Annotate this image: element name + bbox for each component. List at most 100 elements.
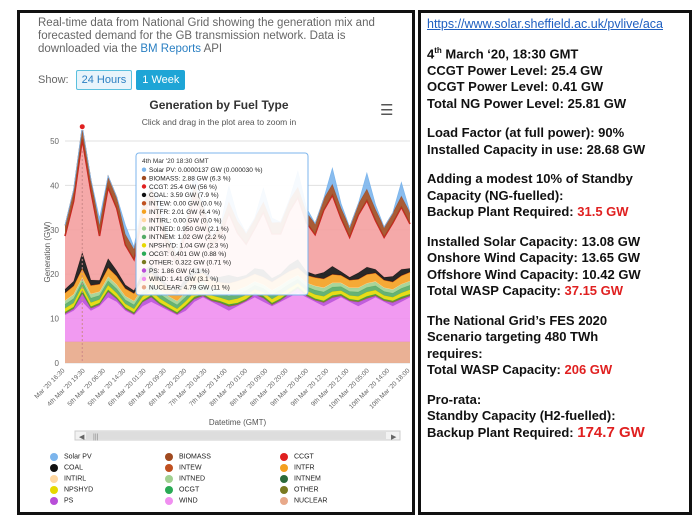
- legend-item-other[interactable]: OTHER: [280, 486, 319, 494]
- tooltip-row: INTFR: 2.01 GW (4.4 %): [149, 209, 220, 216]
- legend-swatch: [165, 486, 173, 494]
- onshore-wind-capacity: Onshore Wind Capacity: 13.65 GW: [427, 250, 640, 266]
- legend-item-biomass[interactable]: BIOMASS: [165, 453, 211, 461]
- legend-swatch: [50, 453, 58, 461]
- legend-item-nuclear[interactable]: NUCLEAR: [280, 497, 327, 505]
- tooltip-swatch: [141, 243, 147, 248]
- 24-hours-button[interactable]: 24 Hours: [75, 70, 133, 90]
- tooltip-row: INTNED: 0.950 GW (2.1 %): [149, 226, 229, 233]
- tooltip-swatch: [141, 184, 147, 189]
- standby-line-1: Adding a modest 10% of Standby: [427, 171, 633, 187]
- backup-value: 31.5 GW: [577, 204, 629, 220]
- y-axis-label: Generation (GW): [43, 221, 52, 282]
- fes-wasp-label: Total WASP Capacity:: [427, 362, 565, 378]
- legend-item-intnem[interactable]: INTNEM: [280, 475, 321, 483]
- chart-title: Generation by Fuel Type: [149, 98, 289, 112]
- legend-swatch: [50, 475, 58, 483]
- bm-reports-link[interactable]: BM Reports: [140, 43, 202, 55]
- tooltip-swatch: [141, 201, 147, 206]
- legend-item-intirl[interactable]: INTIRL: [50, 475, 86, 483]
- legend-swatch: [280, 464, 288, 472]
- ocgt-power-level: OCGT Power Level: 0.41 GW: [427, 79, 604, 95]
- scroll-right-arrow: ▶: [391, 434, 397, 441]
- fes-wasp-value: 206 GW: [564, 362, 613, 378]
- area-coal: [65, 252, 410, 294]
- tooltip-row: PS: 1.86 GW (4.1 %): [149, 268, 210, 275]
- legend-item-ccgt[interactable]: CCGT: [280, 453, 314, 461]
- intro-text: Real-time data from National Grid showin…: [38, 17, 408, 56]
- legend-swatch: [165, 497, 173, 505]
- fes-line-2: Scenario targeting 480 TWh: [427, 329, 599, 345]
- standby-line-2: Capacity (NG-fuelled):: [427, 187, 564, 203]
- prorata-heading: Pro-rata:: [427, 391, 482, 407]
- legend-item-wind[interactable]: WIND: [165, 497, 198, 505]
- legend-label: CCGT: [294, 453, 314, 461]
- area-nuclear: [65, 341, 410, 363]
- pvlive-link[interactable]: https://www.solar.sheffield.ac.uk/pvlive…: [427, 17, 663, 31]
- backup2-label: Backup Plant Required:: [427, 424, 578, 440]
- range-selector: Show: 24 Hours 1 Week: [38, 70, 186, 90]
- legend-label: INTFR: [294, 464, 315, 472]
- legend-swatch: [165, 475, 173, 483]
- area-wind: [65, 292, 410, 342]
- legend-item-npshyd[interactable]: NPSHYD: [50, 486, 93, 494]
- load-factor: Load Factor (at full power): 90%: [427, 125, 625, 141]
- backup-plant-required: Backup Plant Required: 31.5 GW: [427, 204, 684, 221]
- legend-label: INTEW: [179, 464, 202, 472]
- standby-h2: Standby Capacity (H2-fuelled):: [427, 408, 616, 424]
- legend-label: NUCLEAR: [294, 497, 328, 505]
- wasp-label: Total WASP Capacity:: [427, 283, 565, 299]
- legend-label: NPSHYD: [64, 486, 94, 494]
- hamburger-menu-icon[interactable]: ☰: [380, 102, 394, 119]
- 1-week-button[interactable]: 1 Week: [136, 70, 186, 90]
- tooltip-row: OCGT: 0.401 GW (0.88 %): [149, 251, 226, 258]
- legend-item-ps[interactable]: PS: [50, 497, 73, 505]
- legend-item-intew[interactable]: INTEW: [165, 464, 202, 472]
- legend-label: OTHER: [294, 486, 319, 494]
- tooltip-swatch: [141, 167, 147, 172]
- legend-item-intned[interactable]: INTNED: [165, 475, 205, 483]
- y-tick-label: 0: [55, 359, 60, 368]
- legend-swatch: [50, 464, 58, 472]
- tooltip-swatch: [141, 251, 147, 256]
- legend-item-coal[interactable]: COAL: [50, 464, 83, 472]
- tooltip-box: [135, 152, 309, 296]
- legend-label: INTNED: [179, 475, 206, 483]
- tooltip-row: Solar PV: 0.0000137 GW (0.000030 %): [149, 167, 263, 174]
- wasp-value: 37.15 GW: [564, 283, 624, 299]
- tooltip-swatch: [141, 217, 147, 223]
- date-ordinal: th: [434, 46, 442, 55]
- fes-wasp-capacity: Total WASP Capacity: 206 GW: [427, 362, 684, 379]
- hover-marker: [78, 123, 86, 131]
- intro-suffix: API: [201, 43, 223, 55]
- legend-item-solar-pv[interactable]: Solar PV: [50, 453, 92, 461]
- y-tick-label: 30: [50, 226, 59, 235]
- legend-swatch: [165, 464, 173, 472]
- backup2-value: 174.7 GW: [577, 423, 645, 441]
- fes-line-3: requires:: [427, 345, 483, 361]
- legend-item-ocgt[interactable]: OCGT: [165, 486, 199, 494]
- legend-swatch: [280, 475, 288, 483]
- y-tick-label: 50: [50, 137, 59, 146]
- tooltip-row: CCGT: 25.4 GW (56 %): [149, 184, 217, 191]
- legend-label: INTIRL: [64, 475, 87, 483]
- tooltip-swatch: [141, 226, 147, 231]
- installed-capacity: Installed Capacity in use: 28.68 GW: [427, 141, 646, 157]
- y-tick-label: 20: [50, 270, 59, 279]
- fes-line-1: The National Grid’s FES 2020: [427, 312, 608, 328]
- tooltip-row: WIND: 1.41 GW (3.1 %): [149, 276, 218, 283]
- summary-panel: https://www.solar.sheffield.ac.uk/pvlive…: [418, 10, 692, 515]
- tooltip-row: NUCLEAR: 4.79 GW (11 %): [149, 285, 230, 292]
- tooltip-row: INTIRL: 0.00 GW (0.0 %): [149, 217, 222, 224]
- intro-body: Real-time data from National Grid showin…: [38, 17, 375, 55]
- chart-subtitle: Click and drag in the plot area to zoom …: [141, 117, 297, 127]
- navigator-handle: [86, 432, 386, 439]
- tooltip-row: OTHER: 0.322 GW (0.71 %): [149, 259, 231, 266]
- legend-item-intfr[interactable]: INTFR: [280, 464, 315, 472]
- legend-swatch: [165, 453, 173, 461]
- tooltip-swatch: [141, 209, 147, 214]
- legend-label: BIOMASS: [179, 453, 211, 461]
- backup-label: Backup Plant Required:: [427, 204, 578, 220]
- legend-label: Solar PV: [64, 453, 92, 461]
